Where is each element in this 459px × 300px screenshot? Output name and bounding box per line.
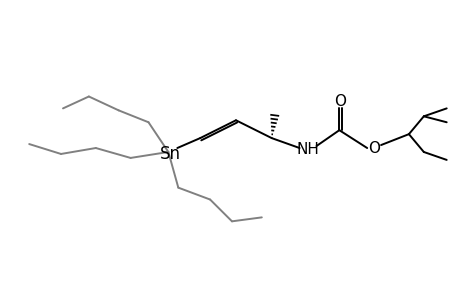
Text: NH: NH	[296, 142, 318, 158]
Text: O: O	[367, 140, 379, 155]
Text: Sn: Sn	[160, 145, 180, 163]
Text: O: O	[334, 94, 346, 109]
